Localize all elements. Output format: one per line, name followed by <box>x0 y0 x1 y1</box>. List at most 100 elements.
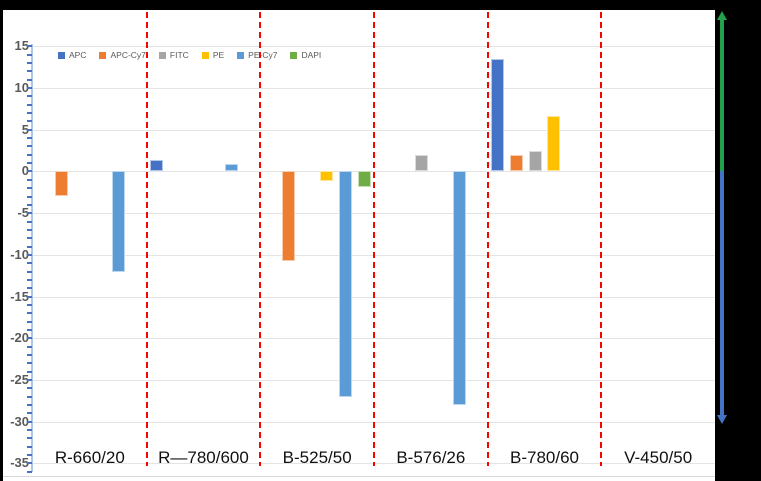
bar-pe-cy7-r-660-20 <box>111 171 125 272</box>
legend: APC APC-Cy7 FITC PE PE-Cy7 DAPI <box>58 50 321 60</box>
legend-swatch-icon <box>201 51 209 59</box>
y-axis-tick <box>27 320 32 323</box>
panel-separator <box>145 12 148 466</box>
y-axis-tick <box>27 262 32 265</box>
y-axis-tick <box>27 62 32 65</box>
legend-swatch-icon <box>99 51 107 59</box>
bar-dapi-b-525-50 <box>358 171 372 187</box>
legend-item-apc-cy7: APC-Cy7 <box>99 50 146 60</box>
legend-label: PE-Cy7 <box>248 50 278 60</box>
y-axis-tick <box>27 187 32 190</box>
legend-label: APC <box>69 50 87 60</box>
bar-pe-cy7-b-525-50 <box>339 171 353 397</box>
y-axis-tick <box>27 412 32 415</box>
y-axis-tick <box>27 379 32 382</box>
category-label-b-576-26: B-576/26 <box>396 448 466 467</box>
chart-canvas: 15 10 5 0 -5 -10 -15 -20 -25 -30 -35 R-660/20 R—780… <box>3 10 715 481</box>
down-arrow <box>720 171 724 415</box>
bar-pe-b-780-60 <box>547 115 561 172</box>
y-axis-tick-label: 0 <box>21 163 29 179</box>
y-axis-tick <box>27 212 32 215</box>
legend-label: FITC <box>169 50 189 60</box>
y-axis-tick <box>27 253 32 256</box>
y-axis-tick <box>27 228 32 231</box>
y-axis-tick <box>27 178 32 181</box>
y-axis-tick-label: -20 <box>10 330 29 346</box>
legend-swatch-icon <box>158 51 166 59</box>
y-axis-tick <box>27 395 32 398</box>
y-axis-tick <box>27 454 32 457</box>
y-axis-tick-label: -10 <box>10 246 29 262</box>
panel-separator <box>373 12 375 466</box>
legend-label: APC-Cy7 <box>110 50 146 60</box>
category-label-v-450-50: V-450/50 <box>624 448 693 467</box>
bar-pe-b-525-50 <box>320 171 334 182</box>
up-arrow <box>720 20 724 172</box>
y-axis-tick <box>27 78 32 81</box>
up-arrow-head-icon <box>717 11 727 20</box>
legend-item-pe-cy7: PE-Cy7 <box>237 50 277 60</box>
bar-apc-r-780-600 <box>149 159 163 172</box>
y-axis-tick <box>27 370 32 373</box>
category-label-r-780-600: R—780/600 <box>158 448 249 467</box>
y-axis-tick <box>27 362 32 365</box>
y-axis-tick <box>27 354 32 357</box>
category-label-r-660-20: R-660/20 <box>54 448 125 467</box>
y-axis-tick <box>27 387 32 390</box>
y-axis-tick <box>27 420 32 423</box>
y-axis-tick <box>27 137 32 140</box>
y-axis-tick <box>27 278 32 281</box>
y-axis-tick-label: -5 <box>17 205 29 221</box>
y-axis-tick-label: -25 <box>10 372 29 388</box>
y-axis-tick <box>27 195 32 198</box>
legend-item-fitc: FITC <box>158 50 189 60</box>
y-axis-tick <box>27 103 32 106</box>
category-label-b-780-60: B-780/60 <box>509 448 579 467</box>
y-axis-tick <box>27 128 32 131</box>
y-axis-tick-label: -15 <box>10 288 29 304</box>
y-axis-line <box>31 44 33 472</box>
legend-label: DAPI <box>301 50 322 60</box>
y-axis-tick <box>27 287 32 290</box>
y-axis-tick-label: 15 <box>14 38 29 54</box>
category-label-b-525-50: B-525/50 <box>282 448 352 467</box>
bar-apc-cy7-b-525-50 <box>282 171 296 261</box>
y-axis-tick <box>27 70 32 73</box>
panel-separator <box>486 12 489 466</box>
y-axis-tick-label: 10 <box>14 80 29 96</box>
legend-item-apc: APC <box>58 50 86 60</box>
panel-separator <box>600 12 603 466</box>
bar-apc-b-780-60 <box>490 58 504 172</box>
y-axis-tick <box>27 45 32 48</box>
y-axis-tick-label: -35 <box>10 455 29 471</box>
bar-pe-cy7-b-576-26 <box>452 171 466 406</box>
y-axis-tick <box>27 270 32 273</box>
y-axis-tick <box>27 203 32 206</box>
y-axis-tick <box>27 445 32 448</box>
y-axis-tick <box>27 345 32 348</box>
y-axis-tick <box>27 245 32 248</box>
plot-bottom-border <box>3 475 715 477</box>
legend-swatch-icon <box>290 51 298 59</box>
y-axis-tick <box>27 153 32 156</box>
bar-pe-cy7-r-780-600 <box>225 163 239 172</box>
y-axis-tick <box>27 404 32 407</box>
bar-fitc-b-576-26 <box>414 154 428 172</box>
legend-item-dapi: DAPI <box>290 50 321 60</box>
y-axis-tick <box>27 429 32 432</box>
y-axis-tick <box>27 462 32 465</box>
y-axis-tick <box>27 220 32 223</box>
y-axis-tick <box>27 470 32 473</box>
legend-label: PE <box>212 50 225 60</box>
bar-apc-cy7-b-780-60 <box>509 154 523 172</box>
y-axis-tick <box>27 312 32 315</box>
bar-apc-cy7-r-660-20 <box>54 171 68 196</box>
y-axis-tick <box>27 120 32 123</box>
y-axis-tick <box>27 437 32 440</box>
y-axis-tick <box>27 112 32 115</box>
y-axis-tick <box>27 95 32 98</box>
y-axis-tick-label: 5 <box>21 121 29 137</box>
y-axis-tick <box>27 145 32 148</box>
legend-item-pe: PE <box>201 50 225 60</box>
